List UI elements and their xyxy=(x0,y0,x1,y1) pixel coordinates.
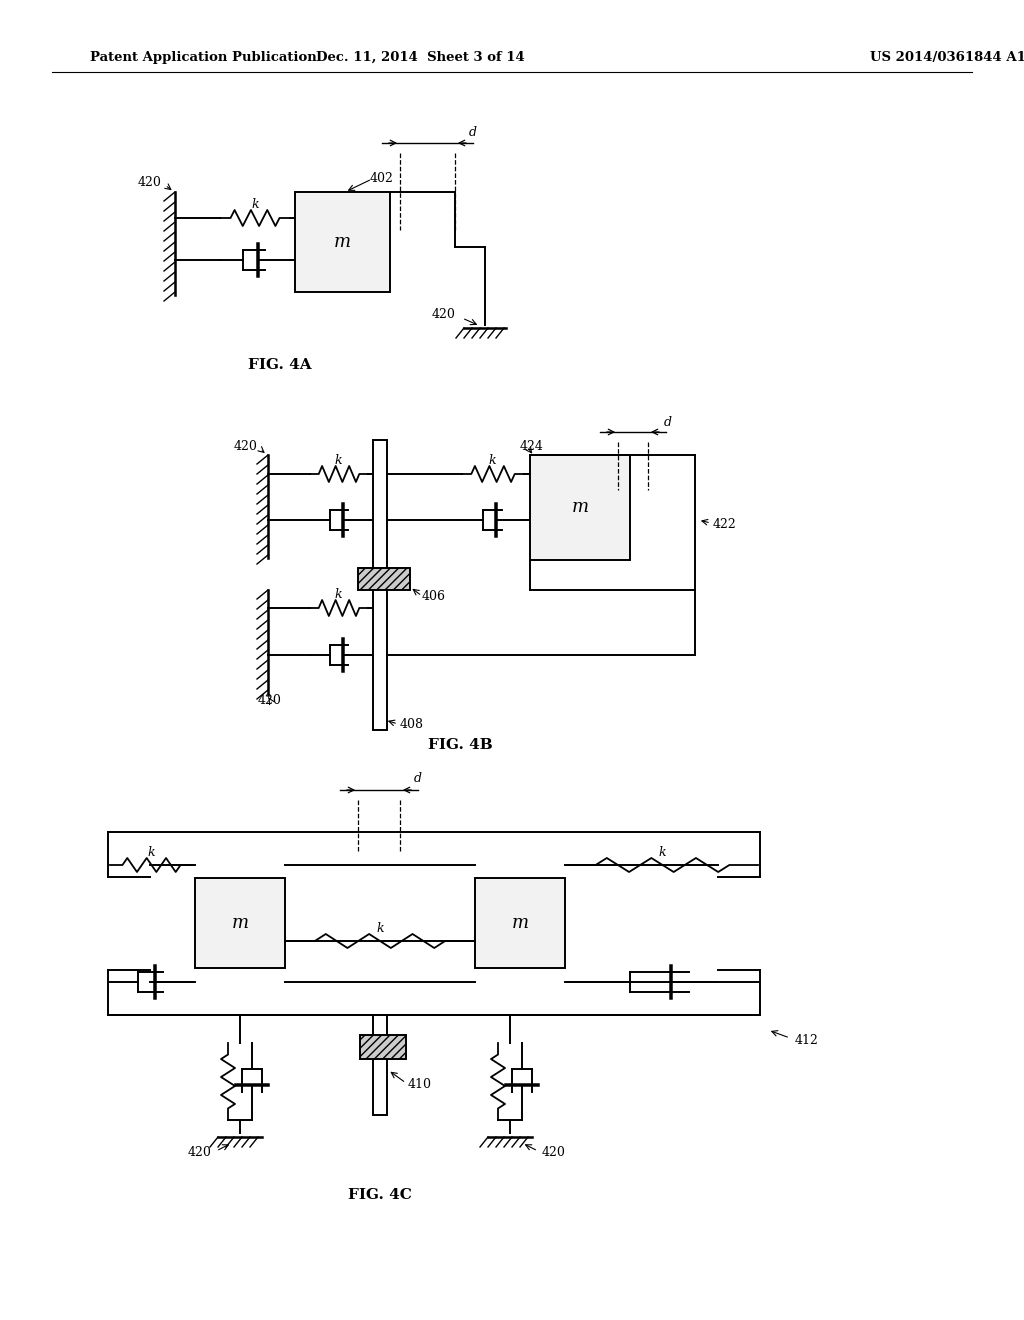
Text: FIG. 4B: FIG. 4B xyxy=(428,738,493,752)
Bar xyxy=(475,878,565,968)
Bar xyxy=(295,191,390,292)
Text: 420: 420 xyxy=(258,693,282,706)
Text: 424: 424 xyxy=(520,441,544,454)
Text: 402: 402 xyxy=(370,172,394,185)
Text: m: m xyxy=(334,234,351,251)
Text: d: d xyxy=(664,416,672,429)
Bar xyxy=(530,455,630,560)
Text: 422: 422 xyxy=(713,519,736,532)
Text: 420: 420 xyxy=(234,441,258,454)
Text: FIG. 4A: FIG. 4A xyxy=(248,358,312,372)
Bar xyxy=(358,568,410,590)
Bar xyxy=(360,1035,406,1059)
Bar xyxy=(373,1015,387,1115)
Text: 410: 410 xyxy=(408,1078,432,1092)
Text: k: k xyxy=(658,846,666,858)
Text: 406: 406 xyxy=(422,590,446,602)
Text: d: d xyxy=(469,125,477,139)
Text: FIG. 4C: FIG. 4C xyxy=(348,1188,412,1203)
Bar xyxy=(373,440,387,730)
Bar xyxy=(195,878,285,968)
Text: 408: 408 xyxy=(400,718,424,731)
Text: m: m xyxy=(231,913,249,932)
Text: k: k xyxy=(147,846,155,858)
Text: US 2014/0361844 A1: US 2014/0361844 A1 xyxy=(870,50,1024,63)
Text: m: m xyxy=(511,913,528,932)
Text: 420: 420 xyxy=(431,309,455,322)
Text: m: m xyxy=(571,499,589,516)
Text: 420: 420 xyxy=(138,177,162,190)
Text: 412: 412 xyxy=(795,1034,819,1047)
Text: 420: 420 xyxy=(542,1147,566,1159)
Text: 420: 420 xyxy=(188,1147,212,1159)
Text: k: k xyxy=(251,198,259,210)
Text: Patent Application Publication: Patent Application Publication xyxy=(90,50,316,63)
Text: Dec. 11, 2014  Sheet 3 of 14: Dec. 11, 2014 Sheet 3 of 14 xyxy=(315,50,524,63)
Text: d: d xyxy=(414,772,422,785)
Text: k: k xyxy=(376,921,384,935)
Text: k: k xyxy=(334,454,342,466)
Text: k: k xyxy=(488,454,496,466)
Text: k: k xyxy=(334,587,342,601)
